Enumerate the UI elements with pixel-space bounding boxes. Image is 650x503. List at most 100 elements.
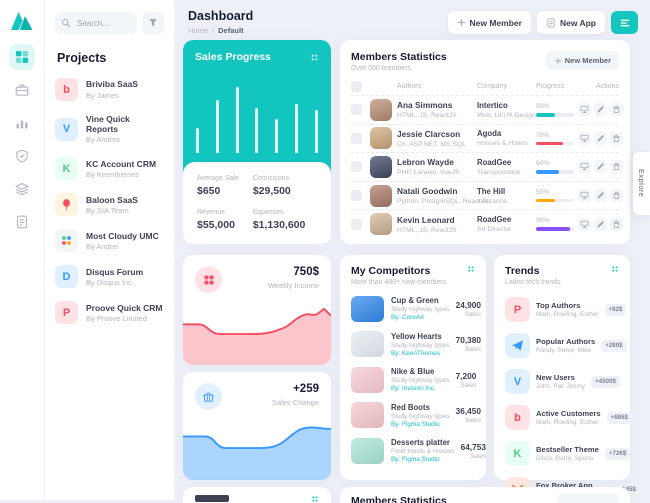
trend-item[interactable]: V New Users John, Pat, Jimmy +4500$	[505, 369, 620, 394]
competitor-item[interactable]: Desserts platter Food trends & reviews By:…	[351, 437, 486, 464]
project-name: Proove Quick CRM	[86, 302, 163, 313]
card-menu-dots-icon[interactable]	[611, 265, 619, 273]
delete-button[interactable]	[610, 189, 623, 203]
competitor-thumbnail	[351, 437, 384, 464]
trend-name: Popular Authors	[536, 337, 596, 346]
avatar	[370, 98, 392, 121]
edit-button[interactable]	[594, 217, 607, 231]
competitor-item[interactable]: Red Boots Study highway types By: Figma St…	[351, 402, 481, 428]
row-checkbox[interactable]	[351, 104, 362, 116]
delete-button[interactable]	[610, 160, 623, 174]
new-app-button[interactable]: New App	[536, 11, 605, 34]
competitor-item[interactable]: Cup & Green Study highway types By: CoreAd…	[351, 295, 481, 322]
weekly-income-card: 750$ Weekly Income	[183, 255, 331, 365]
delete-button[interactable]	[610, 103, 623, 117]
edit-button[interactable]	[594, 160, 607, 174]
competitor-sales-value: 7,200	[455, 370, 477, 381]
trend-item[interactable]: Popular Authors Randy, Steve, Mike +280$	[505, 333, 627, 358]
row-checkbox[interactable]	[351, 161, 362, 173]
project-name: Briviba SaaS	[86, 79, 138, 90]
delete-button[interactable]	[610, 131, 623, 145]
rail-item-projects[interactable]	[9, 77, 35, 103]
quick-menu-button[interactable]	[611, 11, 638, 34]
members-title: Members Statistics	[351, 51, 447, 63]
trends-card: Trends Latest tech trends P Top Authors M…	[494, 255, 640, 502]
trend-people: Mark, Rowling, Esther	[536, 311, 599, 318]
trend-item[interactable]: K Bestseller Theme Disco, Retro, Sports +…	[505, 441, 631, 466]
competitor-name: Red Boots	[391, 402, 430, 412]
row-checkbox[interactable]	[351, 132, 362, 144]
trend-people: Disco, Retro, Sports	[536, 455, 594, 462]
briefcase-icon	[15, 83, 29, 97]
competitor-item[interactable]: Yellow Hearts Study highway types By: Keen…	[351, 331, 481, 357]
trend-people: Randy, Steve, Mike	[536, 347, 591, 354]
trend-item[interactable]: P Top Authors Mark, Rowling, Esther +82$	[505, 297, 627, 322]
table-row: Jessie Clarcson C#, ASP.NET, MS SQL Agoda…	[351, 125, 623, 154]
settings-button[interactable]	[578, 217, 591, 231]
project-item[interactable]: Most Cloudy UMC By Andrei	[55, 229, 164, 253]
layers-icon	[15, 182, 29, 196]
competitor-thumbnail	[351, 402, 384, 428]
delete-button[interactable]	[610, 217, 623, 231]
trend-item[interactable]: b Active Customers Mark, Rowling, Esther …	[505, 405, 632, 430]
members-new-member-button[interactable]: New Member	[545, 51, 619, 70]
filter-button[interactable]	[142, 12, 164, 34]
competitor-author-link[interactable]: By: CoreAd	[391, 314, 424, 321]
rail-item-documents[interactable]	[9, 209, 35, 235]
competitor-author-link[interactable]: By: Figma Studio	[391, 420, 440, 428]
search-box[interactable]	[55, 12, 137, 34]
competitor-author-link[interactable]: By: KeenThemes	[391, 349, 441, 357]
author-skills: HTML, JS, ReactJS	[397, 226, 457, 234]
project-item[interactable]: P Proove Quick CRM By Proove Limited	[55, 301, 164, 325]
rail-item-layers[interactable]	[9, 176, 35, 202]
author-name[interactable]: Lebron Wayde	[397, 157, 454, 168]
four-squares-icon	[203, 274, 215, 286]
progress-bar	[536, 113, 574, 117]
app-logo[interactable]	[10, 9, 34, 31]
project-item[interactable]: Baloon SaaS By SIA Team	[55, 193, 164, 217]
project-author: By Proove Limited	[86, 313, 147, 323]
explore-tab[interactable]: Explore	[633, 152, 650, 215]
new-member-button[interactable]: New Member	[447, 11, 531, 34]
settings-button[interactable]	[578, 131, 591, 145]
project-author: By Andres	[86, 135, 121, 145]
rail-item-statistics[interactable]	[9, 110, 35, 136]
settings-button[interactable]	[578, 160, 591, 174]
breadcrumb-home[interactable]: Home	[188, 26, 209, 35]
project-item[interactable]: b Briviba SaaS By James	[55, 78, 164, 101]
rail-item-dashboard[interactable]	[9, 44, 35, 70]
shield-check-icon	[15, 149, 29, 163]
trend-badge: +4500$	[591, 375, 620, 388]
competitor-author-link[interactable]: By: Invision Inc.	[391, 385, 436, 392]
settings-button[interactable]	[578, 189, 591, 203]
telegram-plane-icon	[505, 333, 530, 358]
competitor-author-link[interactable]: By: Figma Studio	[391, 456, 440, 463]
card-menu-dots-icon[interactable]	[310, 53, 319, 62]
card-menu-dots-icon[interactable]	[467, 265, 475, 273]
project-item[interactable]: K KC Account CRM By Keenthemes	[55, 157, 164, 181]
search-input[interactable]	[75, 17, 131, 29]
author-name[interactable]: Ana Simmons	[397, 100, 453, 111]
project-author: By Keenthemes	[86, 169, 139, 179]
edit-button[interactable]	[594, 131, 607, 145]
project-item[interactable]: V Vine Quick Reports By Andres	[55, 114, 164, 144]
author-name[interactable]: Jessie Clarcson	[397, 128, 461, 139]
row-checkbox[interactable]	[351, 190, 362, 202]
competitor-item[interactable]: Nike & Blue Study highway types By: Invisi…	[351, 366, 477, 393]
settings-button[interactable]	[578, 103, 591, 117]
beats-b-icon: b	[505, 405, 530, 430]
row-checkbox[interactable]	[351, 218, 362, 230]
project-item[interactable]: D Disqus Forum By Disqus Inc.	[55, 265, 164, 289]
competitor-sales-value: 36,450	[455, 406, 482, 416]
author-name[interactable]: Kevin Leonard	[397, 214, 455, 225]
breadcrumb: Home / Default	[188, 26, 253, 35]
rail-item-security[interactable]	[9, 143, 35, 169]
author-name[interactable]: Natali Goodwin	[397, 186, 458, 197]
stat-expenses: Expenses $1,130,600	[252, 209, 306, 231]
partial-members-statistics-card: Members Statistics	[340, 487, 630, 503]
edit-button[interactable]	[594, 103, 607, 117]
trend-badge: +280$	[601, 339, 627, 352]
edit-button[interactable]	[594, 189, 607, 203]
select-all-checkbox[interactable]	[351, 81, 362, 92]
